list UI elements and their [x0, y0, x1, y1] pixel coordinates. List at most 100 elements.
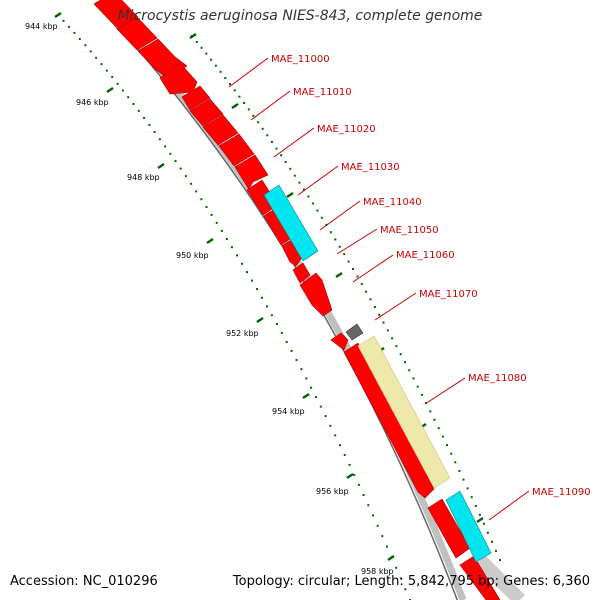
minor-tick — [462, 478, 465, 481]
minor-tick — [275, 147, 278, 150]
minor-tick — [256, 288, 258, 291]
outer-ring — [475, 555, 525, 600]
minor-tick — [347, 260, 350, 263]
gene-cds[interactable] — [202, 114, 239, 146]
minor-tick — [261, 296, 263, 299]
minor-tick — [200, 198, 203, 201]
minor-tick — [184, 175, 187, 178]
gene-trna-11090[interactable] — [445, 490, 492, 563]
gene-label[interactable]: MAE_11080 — [468, 373, 527, 384]
gene-cds[interactable] — [343, 342, 435, 499]
minor-tick — [205, 206, 208, 208]
gene-cds[interactable] — [459, 555, 501, 600]
major-tick: 958 kbp — [361, 554, 395, 576]
major-tick: 950 kbp — [176, 237, 214, 260]
minor-tick — [474, 505, 477, 507]
minor-tick — [458, 469, 461, 472]
gene-label[interactable]: MAE_11060 — [396, 250, 455, 261]
minor-tick — [229, 83, 231, 86]
gene-cds[interactable] — [330, 332, 349, 351]
gene-label[interactable]: MAE_11050 — [380, 225, 439, 236]
minor-tick — [486, 531, 489, 534]
gene-label[interactable]: MAE_11070 — [419, 289, 478, 300]
major-tick: 944 kbp — [25, 11, 62, 31]
minor-tick — [315, 396, 317, 399]
minor-tick — [220, 229, 223, 232]
minor-tick — [73, 31, 76, 34]
major-tick: 956 kbp — [316, 472, 354, 496]
minor-tick — [356, 275, 359, 278]
minor-tick — [290, 349, 293, 352]
minor-tick — [316, 209, 319, 212]
gene-trna-11030[interactable] — [263, 184, 319, 262]
minor-tick — [153, 131, 156, 133]
gene-cds[interactable] — [299, 272, 333, 317]
minor-tick — [219, 70, 222, 73]
minor-tick — [466, 487, 469, 490]
gene-label[interactable]: MAE_11090 — [532, 487, 591, 498]
minor-tick — [266, 305, 268, 308]
minor-tick — [179, 167, 182, 170]
minor-tick — [225, 238, 228, 240]
minor-tick — [386, 545, 388, 548]
minor-tick — [148, 123, 151, 126]
gene-rrna-11080[interactable] — [357, 335, 451, 489]
minor-tick — [210, 213, 213, 216]
minor-tick — [404, 361, 406, 364]
minor-tick — [210, 58, 213, 61]
minor-tick — [246, 271, 248, 274]
minor-tick — [367, 504, 370, 507]
minor-tick — [143, 116, 146, 119]
minor-tick — [482, 522, 485, 525]
minor-tick — [127, 96, 130, 99]
minor-tick — [105, 69, 108, 72]
minor-tick — [338, 245, 341, 248]
minor-tick — [470, 496, 473, 499]
gene-misc-feature[interactable] — [345, 323, 364, 341]
gene-label[interactable]: MAE_11010 — [293, 87, 352, 98]
gene-label[interactable]: MAE_11030 — [341, 162, 400, 173]
tick-label: 944 kbp — [25, 22, 58, 31]
minor-tick — [251, 279, 253, 282]
tick-label: 952 kbp — [226, 329, 259, 338]
minor-tick — [215, 221, 218, 224]
minor-tick — [252, 114, 255, 117]
gene-label[interactable]: MAE_11020 — [317, 124, 376, 135]
gene-cds[interactable] — [93, 0, 139, 30]
backbone-ring — [97, 0, 467, 600]
minor-tick — [284, 161, 287, 163]
minor-tick — [373, 306, 376, 308]
gene-cds[interactable] — [116, 16, 158, 51]
minor-tick — [270, 140, 273, 143]
minor-tick — [275, 323, 278, 325]
genome-summary-text: Topology: circular; Length: 5,842,795 bp… — [232, 574, 590, 589]
minor-tick — [329, 424, 332, 427]
gene-cds[interactable] — [181, 85, 211, 111]
minor-tick — [241, 262, 243, 265]
minor-tick — [200, 46, 203, 49]
minor-tick — [238, 95, 241, 98]
minor-tick — [408, 369, 411, 372]
minor-tick — [289, 167, 292, 170]
gene-label[interactable]: MAE_11000 — [271, 54, 330, 65]
gene-cds[interactable] — [218, 133, 255, 167]
minor-tick — [169, 152, 172, 155]
minor-tick — [454, 461, 457, 464]
minor-tick — [62, 19, 65, 22]
minor-tick — [376, 524, 379, 527]
gene-cds[interactable] — [159, 62, 198, 95]
minor-tick-track-inner — [57, 14, 411, 600]
minor-tick — [441, 435, 444, 438]
gene-cds[interactable] — [234, 154, 269, 192]
minor-tick — [395, 566, 398, 569]
gene-label[interactable]: MAE_11040 — [363, 197, 422, 208]
minor-tick — [362, 494, 365, 496]
outer-major-ticks — [189, 32, 484, 524]
leader-lines — [228, 57, 530, 521]
gene-cds[interactable] — [292, 262, 311, 284]
tick-label: 956 kbp — [316, 487, 349, 496]
minor-tick — [334, 434, 337, 437]
minor-tick — [311, 202, 314, 205]
gene-cds[interactable] — [189, 98, 224, 127]
